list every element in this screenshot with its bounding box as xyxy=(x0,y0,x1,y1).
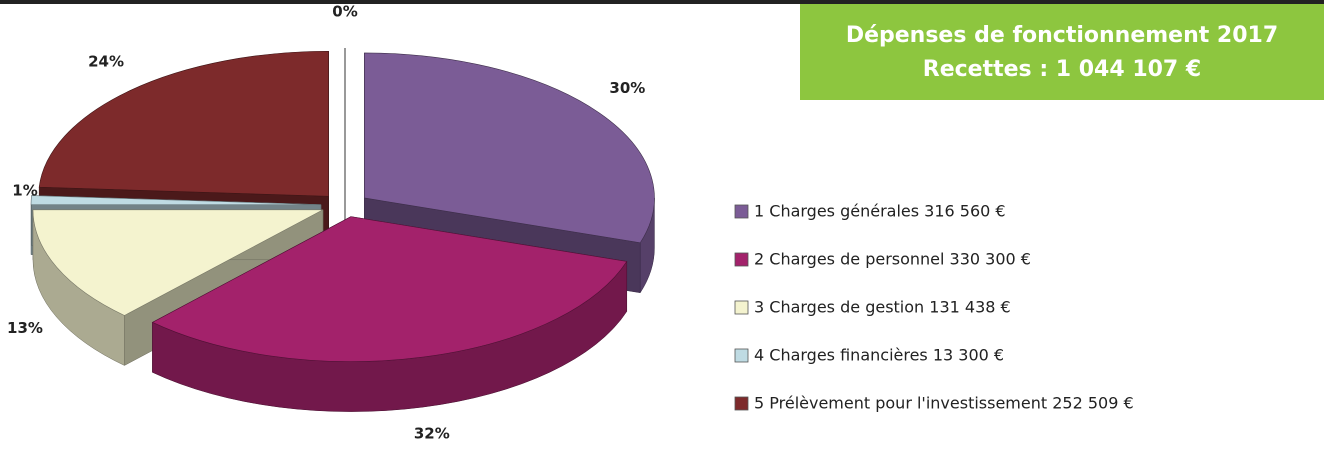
slice xyxy=(151,216,628,362)
slice xyxy=(30,195,322,205)
title-box xyxy=(800,4,1324,100)
data-label: 0% xyxy=(332,3,357,21)
data-label: 30% xyxy=(609,79,645,97)
chart-subtitle: Recettes : 1 044 107 € xyxy=(923,57,1201,82)
top-border xyxy=(0,0,1324,4)
slice xyxy=(364,52,655,244)
legend-swatch xyxy=(734,348,749,363)
data-label: 13% xyxy=(7,319,43,337)
legend-label: 1 Charges générales 316 560 € xyxy=(754,202,1006,221)
legend-label: 2 Charges de personnel 330 300 € xyxy=(754,250,1031,269)
slice xyxy=(38,50,329,197)
legend-swatch xyxy=(734,396,749,411)
legend-swatch xyxy=(734,252,749,267)
legend-swatch xyxy=(734,204,749,219)
data-label: 32% xyxy=(414,425,450,443)
legend-label: 5 Prélèvement pour l'investissement 252 … xyxy=(754,394,1134,413)
legend-label: 4 Charges financières 13 300 € xyxy=(754,346,1004,365)
slice xyxy=(32,209,324,316)
legend-label: 3 Charges de gestion 131 438 € xyxy=(754,298,1011,317)
chart-title: Dépenses de fonctionnement 2017 xyxy=(846,23,1278,48)
data-label: 24% xyxy=(88,53,124,71)
data-label: 1% xyxy=(12,182,37,200)
legend-swatch xyxy=(734,300,749,315)
